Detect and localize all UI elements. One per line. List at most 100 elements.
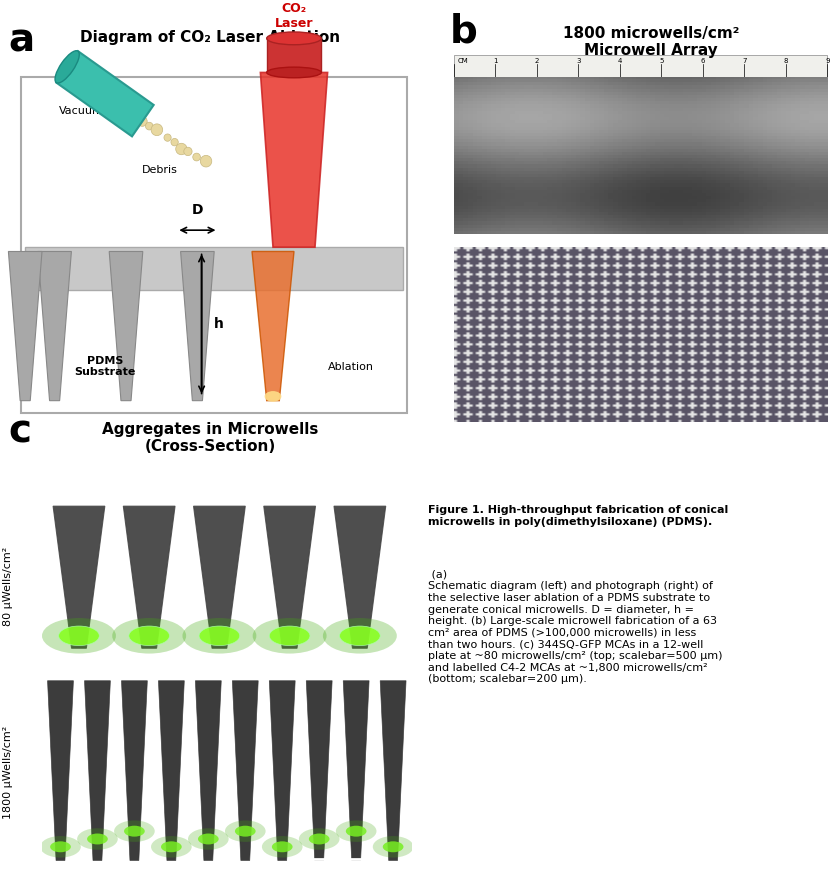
Circle shape [188,829,228,850]
Circle shape [125,108,133,117]
Circle shape [130,111,141,122]
Circle shape [235,826,255,836]
Circle shape [114,821,155,842]
Text: CM: CM [458,58,469,64]
Polygon shape [159,681,184,860]
Text: 80 μWells/cm²: 80 μWells/cm² [3,546,13,626]
Text: c: c [8,413,31,451]
Text: (a)
Schematic diagram (left) and photograph (right) of
the selective laser ablat: (a) Schematic diagram (left) and photogr… [428,570,722,685]
Circle shape [151,123,163,136]
Polygon shape [381,681,406,860]
Circle shape [270,626,310,646]
Circle shape [108,99,116,107]
Polygon shape [53,506,105,648]
Polygon shape [196,681,221,860]
Circle shape [161,841,181,852]
Circle shape [104,91,112,99]
Circle shape [373,836,413,858]
Text: b: b [449,12,477,51]
Ellipse shape [267,67,322,78]
Polygon shape [270,681,295,860]
FancyBboxPatch shape [21,76,407,414]
Polygon shape [264,506,316,648]
Text: CO₂
Laser: CO₂ Laser [275,2,313,30]
Text: D: D [192,203,203,218]
Text: Diagram of CO₂ Laser Ablation: Diagram of CO₂ Laser Ablation [80,30,340,44]
Circle shape [87,834,108,844]
Text: Debris: Debris [142,165,177,176]
Polygon shape [109,251,143,400]
Polygon shape [122,681,147,860]
Text: 1800 μWells/cm²: 1800 μWells/cm² [3,725,13,820]
Polygon shape [252,251,294,400]
Text: Vacuum: Vacuum [59,106,103,115]
Text: 8: 8 [784,58,788,64]
Text: PDMS
Substrate: PDMS Substrate [74,356,136,377]
Polygon shape [260,73,328,247]
Text: a: a [8,21,34,59]
Circle shape [145,123,153,130]
Circle shape [262,836,302,858]
Circle shape [299,829,339,850]
Text: 6: 6 [701,58,705,64]
Circle shape [272,841,292,852]
Circle shape [124,826,144,836]
Polygon shape [56,52,154,137]
Text: 2: 2 [534,58,538,64]
Polygon shape [38,251,71,400]
Ellipse shape [265,391,281,401]
Polygon shape [334,506,386,648]
Text: h: h [214,317,224,331]
Circle shape [336,821,376,842]
Text: 9: 9 [825,58,830,64]
Circle shape [50,841,71,852]
Text: Figure 1. High-throughput fabrication of conical
microwells in poly(dimethylsilo: Figure 1. High-throughput fabrication of… [428,505,728,527]
Text: 4: 4 [617,58,622,64]
Polygon shape [48,681,73,860]
Circle shape [59,626,99,646]
Circle shape [182,618,256,654]
Circle shape [164,134,171,141]
Bar [25,247,403,289]
Circle shape [42,618,116,654]
Polygon shape [85,681,110,860]
Circle shape [199,626,239,646]
Text: Aggregates in Microwells
(Cross-Section): Aggregates in Microwells (Cross-Section) [102,422,318,454]
Polygon shape [123,506,175,648]
Polygon shape [233,681,258,860]
Circle shape [138,116,147,126]
Circle shape [129,626,170,646]
Circle shape [81,76,88,83]
Polygon shape [193,506,245,648]
Ellipse shape [55,51,79,83]
Circle shape [171,139,178,146]
Circle shape [339,626,381,646]
Bar [454,55,827,76]
Circle shape [192,153,201,161]
Circle shape [40,836,81,858]
Circle shape [113,618,186,654]
Polygon shape [344,681,369,860]
Circle shape [95,86,102,93]
Circle shape [184,147,192,155]
Circle shape [151,836,192,858]
Text: 1800 microwells/cm²
Microwell Array: 1800 microwells/cm² Microwell Array [563,26,739,58]
Circle shape [323,618,396,654]
Circle shape [77,829,118,850]
Circle shape [309,834,329,844]
Circle shape [200,155,212,167]
Circle shape [225,821,265,842]
Circle shape [346,826,366,836]
Circle shape [117,102,125,110]
Polygon shape [307,681,332,860]
FancyBboxPatch shape [267,38,322,73]
Ellipse shape [267,32,322,44]
Polygon shape [181,251,214,400]
Circle shape [383,841,403,852]
Circle shape [84,82,95,93]
Text: 7: 7 [742,58,747,64]
Text: Ablation: Ablation [328,361,374,371]
Circle shape [198,834,218,844]
Polygon shape [8,251,42,400]
Circle shape [176,143,187,155]
